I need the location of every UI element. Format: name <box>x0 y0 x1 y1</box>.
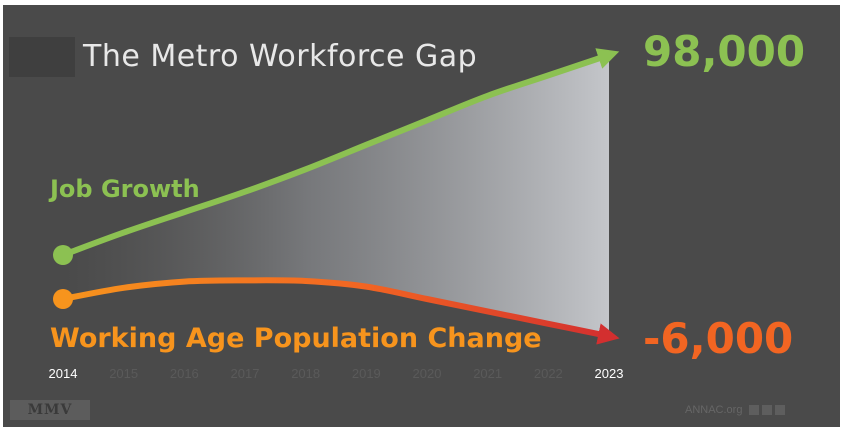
x-tick-2014: 2014 <box>49 366 78 381</box>
slide-title: The Metro Workforce Gap <box>83 39 478 74</box>
population-change-label: Working Age Population Change <box>50 323 542 354</box>
x-tick-2023: 2023 <box>595 366 624 381</box>
population-change-line <box>60 277 620 345</box>
x-tick-2015: 2015 <box>109 366 138 381</box>
linkedin-icon <box>748 405 759 416</box>
x-tick-2022: 2022 <box>534 366 563 381</box>
job-growth-label: Job Growth <box>50 175 200 203</box>
x-axis-ticks: 2014 2015 2016 2017 2018 2019 2020 2021 2022 2023 <box>49 366 624 381</box>
job-growth-end-value: 98,000 <box>643 27 806 76</box>
job-growth-start-point <box>53 245 73 265</box>
facebook-icon <box>774 405 785 416</box>
title-decoration <box>9 37 75 77</box>
population-start-point <box>53 289 73 309</box>
x-tick-2019: 2019 <box>352 366 381 381</box>
x-tick-2016: 2016 <box>170 366 199 381</box>
chart: 2014 2015 2016 2017 2018 2019 2020 2021 2022 2023 <box>49 48 624 381</box>
footer-site-text: ANNAC.org <box>685 404 743 416</box>
twitter-icon <box>761 405 772 416</box>
population-change-end-value: -6,000 <box>643 314 794 363</box>
footer-logo: MMV <box>10 400 90 420</box>
footer-site: ANNAC.org <box>685 404 785 416</box>
slide: 2014 2015 2016 2017 2018 2019 2020 2021 2022 2023… <box>3 5 840 427</box>
x-tick-2020: 2020 <box>413 366 442 381</box>
x-tick-2021: 2021 <box>473 366 502 381</box>
job-growth-line <box>60 48 620 258</box>
x-tick-2017: 2017 <box>231 366 260 381</box>
gap-area <box>63 55 609 337</box>
x-tick-2018: 2018 <box>291 366 320 381</box>
